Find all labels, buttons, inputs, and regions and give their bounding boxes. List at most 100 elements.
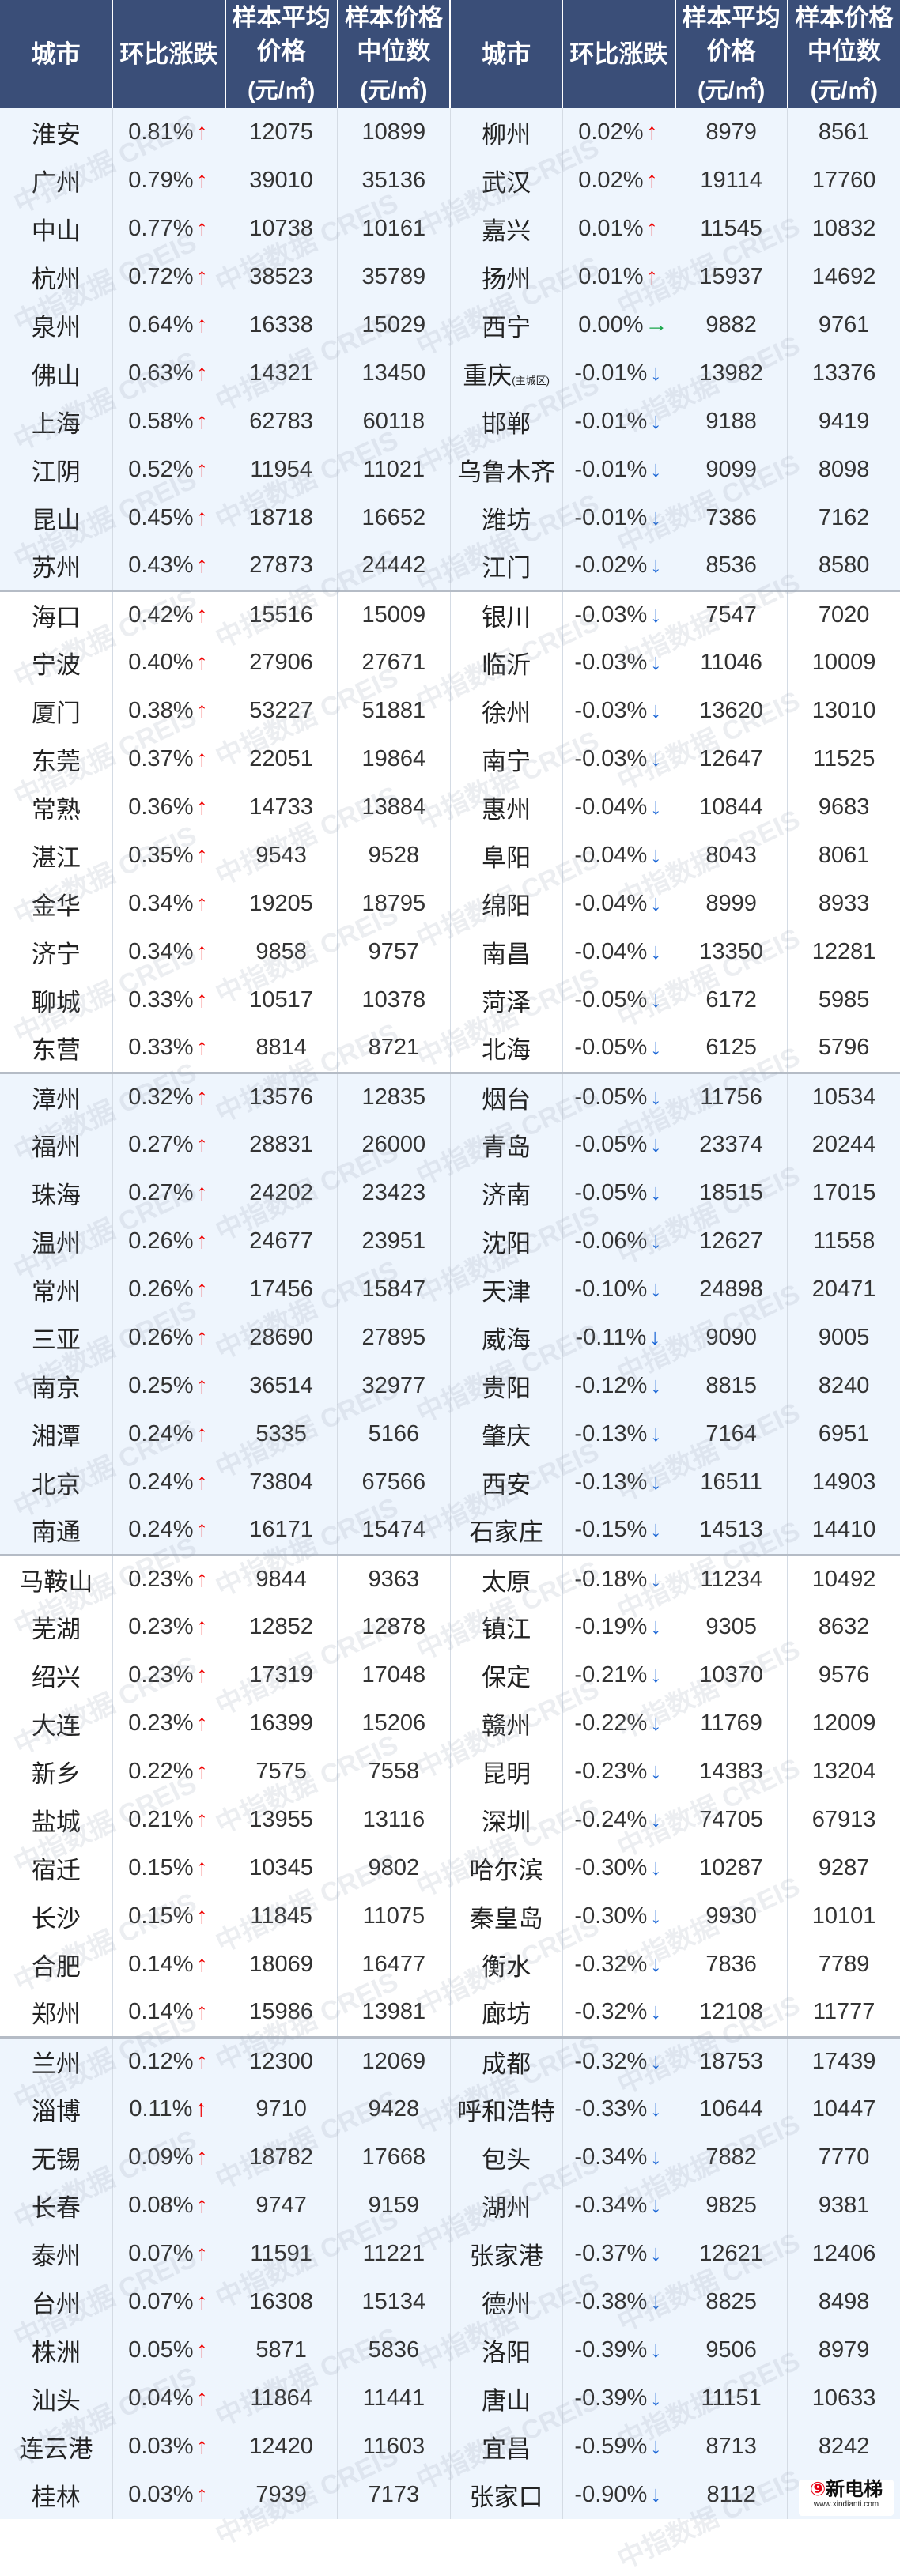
city-cell: 菏泽 (450, 976, 563, 1024)
change-cell: -0.24% ↓ (562, 1796, 676, 1844)
city-name: 南京 (31, 1375, 81, 1402)
median-price-cell: 24442 (337, 542, 451, 590)
city-name: 珠海 (31, 1182, 81, 1209)
avg-price-cell: 11954 (225, 446, 338, 494)
city-name: 惠州 (482, 796, 531, 824)
median-price-cell: 32977 (337, 1362, 451, 1410)
city-name: 张家口 (469, 2484, 543, 2511)
median-price-cell: 7789 (787, 1940, 900, 1989)
median-price-cell: 12069 (337, 2035, 451, 2085)
change-cell: -0.04% ↓ (562, 880, 676, 928)
city-cell: 南昌 (450, 928, 563, 976)
median-price-cell: 13010 (787, 687, 900, 735)
arrow-up-icon: ↑ (196, 1084, 208, 1110)
arrow-up-icon: ↑ (196, 794, 208, 820)
avg-price-cell: 10287 (675, 1844, 788, 1892)
change-cell: 0.45% ↑ (112, 494, 226, 542)
change-cell: 0.02% ↑ (562, 108, 676, 157)
median-price-cell: 9528 (337, 832, 451, 880)
median-price-cell: 15206 (337, 1699, 451, 1748)
arrow-up-icon: ↑ (196, 698, 208, 723)
city-cell: 洛阳 (450, 2326, 563, 2374)
city-cell: 肇庆 (450, 1410, 563, 1458)
change-value: 0.79% (128, 168, 194, 193)
city-cell: 德州 (450, 2278, 563, 2326)
change-cell: 0.35% ↑ (112, 832, 226, 880)
change-cell: 0.64% ↑ (112, 301, 226, 349)
city-name: 沈阳 (482, 1230, 531, 1258)
table-row: 三亚 0.26% ↑ 28690 27895 威海 -0.11% ↓ 9090 9005 (0, 1314, 900, 1362)
arrow-down-icon: ↓ (650, 457, 662, 482)
change-cell: -0.13% ↓ (562, 1458, 676, 1507)
table-row: 湘潭 0.24% ↑ 5335 5166 肇庆 -0.13% ↓ 7164 6951 (0, 1410, 900, 1458)
city-cell: 乌鲁木齐 (450, 446, 563, 494)
arrow-up-icon: ↑ (196, 264, 208, 289)
change-cell: -0.10% ↓ (562, 1265, 676, 1314)
avg-price-cell: 14321 (225, 349, 338, 398)
median-price-cell: 8240 (787, 1362, 900, 1410)
city-cell: 张家口 (450, 2471, 563, 2519)
change-value: 0.09% (128, 2144, 194, 2170)
arrow-up-icon: ↑ (196, 1421, 208, 1446)
change-cell: 0.58% ↑ (112, 398, 226, 446)
change-value: 0.42% (128, 602, 194, 628)
change-cell: -0.59% ↓ (562, 2423, 676, 2471)
avg-price-cell: 9844 (225, 1553, 338, 1603)
table-row: 芜湖 0.23% ↑ 12852 12878 镇江 -0.19% ↓ 9305 8632 (0, 1603, 900, 1651)
arrow-up-icon: ↑ (196, 1903, 208, 1929)
header-city: 城市 (0, 0, 114, 108)
change-value: -0.04% (574, 794, 648, 820)
change-value: -0.05% (574, 1132, 648, 1157)
arrow-down-icon: ↓ (650, 939, 662, 964)
city-cell: 潍坊 (450, 494, 563, 542)
city-cell: 沈阳 (450, 1217, 563, 1265)
header-avg: 样本平均价格 (元/㎡) (225, 0, 338, 108)
avg-price-cell: 15516 (225, 589, 338, 639)
city-name: 厦门 (31, 700, 81, 727)
city-cell: 大连 (0, 1699, 113, 1748)
change-cell: -0.01% ↓ (562, 494, 676, 542)
change-value: 0.03% (128, 2434, 194, 2459)
median-price-cell: 9757 (337, 928, 451, 976)
logo-url: www.xindianti.com (813, 2500, 879, 2509)
arrow-down-icon: ↓ (650, 891, 662, 916)
city-cell: 临沂 (450, 639, 563, 687)
change-cell: 0.72% ↑ (112, 253, 226, 301)
median-price-cell: 17760 (787, 157, 900, 205)
change-value: -0.03% (574, 650, 648, 675)
arrow-up-icon: ↑ (646, 119, 658, 145)
median-price-cell: 10633 (787, 2374, 900, 2423)
table-row: 大连 0.23% ↑ 16399 15206 赣州 -0.22% ↓ 11769 12009 (0, 1699, 900, 1748)
city-cell: 宜昌 (450, 2423, 563, 2471)
table-row: 福州 0.27% ↑ 28831 26000 青岛 -0.05% ↓ 23374 20244 (0, 1121, 900, 1169)
city-cell: 郑州 (0, 1989, 113, 2037)
city-cell: 淮安 (0, 108, 113, 157)
arrow-up-icon: ↑ (196, 1710, 208, 1736)
avg-price-cell: 62783 (225, 398, 338, 446)
change-value: 0.52% (128, 457, 194, 482)
change-cell: 0.40% ↑ (112, 639, 226, 687)
city-cell: 衡水 (450, 1940, 563, 1989)
avg-price-cell: 9747 (225, 2182, 338, 2230)
median-price-cell: 12878 (337, 1603, 451, 1651)
change-cell: -0.32% ↓ (562, 2035, 676, 2085)
median-price-cell: 23423 (337, 1169, 451, 1217)
median-price-cell: 11525 (787, 735, 900, 783)
median-price-cell: 8933 (787, 880, 900, 928)
change-value: -0.01% (574, 409, 648, 434)
arrow-down-icon: ↓ (650, 2482, 662, 2507)
median-price-cell: 8098 (787, 446, 900, 494)
city-name: 绍兴 (31, 1664, 81, 1692)
table-row: 江阴 0.52% ↑ 11954 11021 乌鲁木齐 -0.01% ↓ 9099 8098 (0, 446, 900, 494)
city-name: 西安 (482, 1471, 531, 1499)
city-name: 聊城 (31, 989, 81, 1016)
arrow-up-icon: ↑ (196, 843, 208, 868)
change-cell: 0.27% ↑ (112, 1169, 226, 1217)
city-cell: 东莞 (0, 735, 113, 783)
change-cell: -0.37% ↓ (562, 2230, 676, 2278)
city-cell: 上海 (0, 398, 113, 446)
city-price-table: 城市 环比涨跌 样本平均价格 (元/㎡) 样本价格中位数 (元/㎡) 城市 环比涨跌… (0, 0, 900, 2519)
change-value: 0.08% (128, 2193, 194, 2218)
change-cell: 0.00%→ (562, 301, 676, 349)
change-value: -0.11% (575, 1325, 647, 1350)
